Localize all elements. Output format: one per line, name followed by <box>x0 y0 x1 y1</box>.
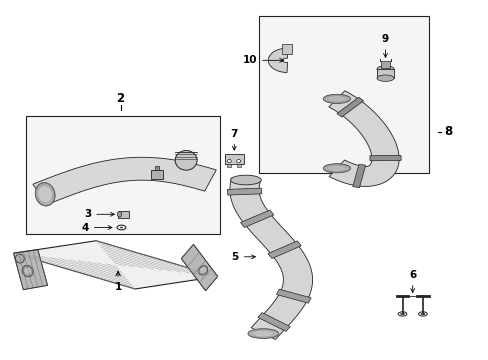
Bar <box>226 163 230 167</box>
Text: 9: 9 <box>381 34 388 57</box>
Ellipse shape <box>22 265 33 277</box>
Polygon shape <box>14 241 217 289</box>
Ellipse shape <box>323 164 350 173</box>
Text: 3: 3 <box>84 209 114 219</box>
Bar <box>26 116 220 234</box>
Ellipse shape <box>230 175 261 185</box>
Ellipse shape <box>376 66 393 73</box>
Ellipse shape <box>247 329 278 338</box>
Polygon shape <box>240 210 273 228</box>
Polygon shape <box>14 249 47 290</box>
Text: 10: 10 <box>242 55 283 65</box>
Ellipse shape <box>198 266 207 275</box>
Ellipse shape <box>376 75 393 81</box>
Bar <box>282 44 291 54</box>
Text: 8: 8 <box>443 125 451 138</box>
Bar <box>151 170 163 179</box>
Ellipse shape <box>120 227 122 228</box>
Text: 6: 6 <box>408 270 415 292</box>
Ellipse shape <box>16 254 24 263</box>
Bar <box>154 166 159 170</box>
Bar <box>380 61 389 68</box>
Polygon shape <box>328 91 398 186</box>
Text: 5: 5 <box>231 252 255 262</box>
Polygon shape <box>267 241 301 258</box>
Ellipse shape <box>117 212 122 217</box>
Polygon shape <box>229 178 312 339</box>
Polygon shape <box>257 312 290 331</box>
Polygon shape <box>181 244 217 291</box>
Text: 1: 1 <box>114 271 122 292</box>
Polygon shape <box>276 289 310 303</box>
Polygon shape <box>33 157 216 204</box>
Text: 7: 7 <box>230 129 238 150</box>
Ellipse shape <box>236 159 240 163</box>
Polygon shape <box>369 155 400 161</box>
Ellipse shape <box>227 159 231 163</box>
Ellipse shape <box>175 150 197 170</box>
Bar <box>224 154 243 164</box>
Bar <box>236 163 240 167</box>
Text: 4: 4 <box>81 222 112 233</box>
Ellipse shape <box>35 183 55 206</box>
Bar <box>259 16 428 173</box>
Polygon shape <box>352 164 365 188</box>
Bar <box>376 69 393 78</box>
Ellipse shape <box>323 94 350 103</box>
Text: 2: 2 <box>116 92 124 105</box>
Bar <box>118 211 128 217</box>
Polygon shape <box>336 97 363 117</box>
Polygon shape <box>268 48 287 72</box>
Polygon shape <box>227 188 261 195</box>
